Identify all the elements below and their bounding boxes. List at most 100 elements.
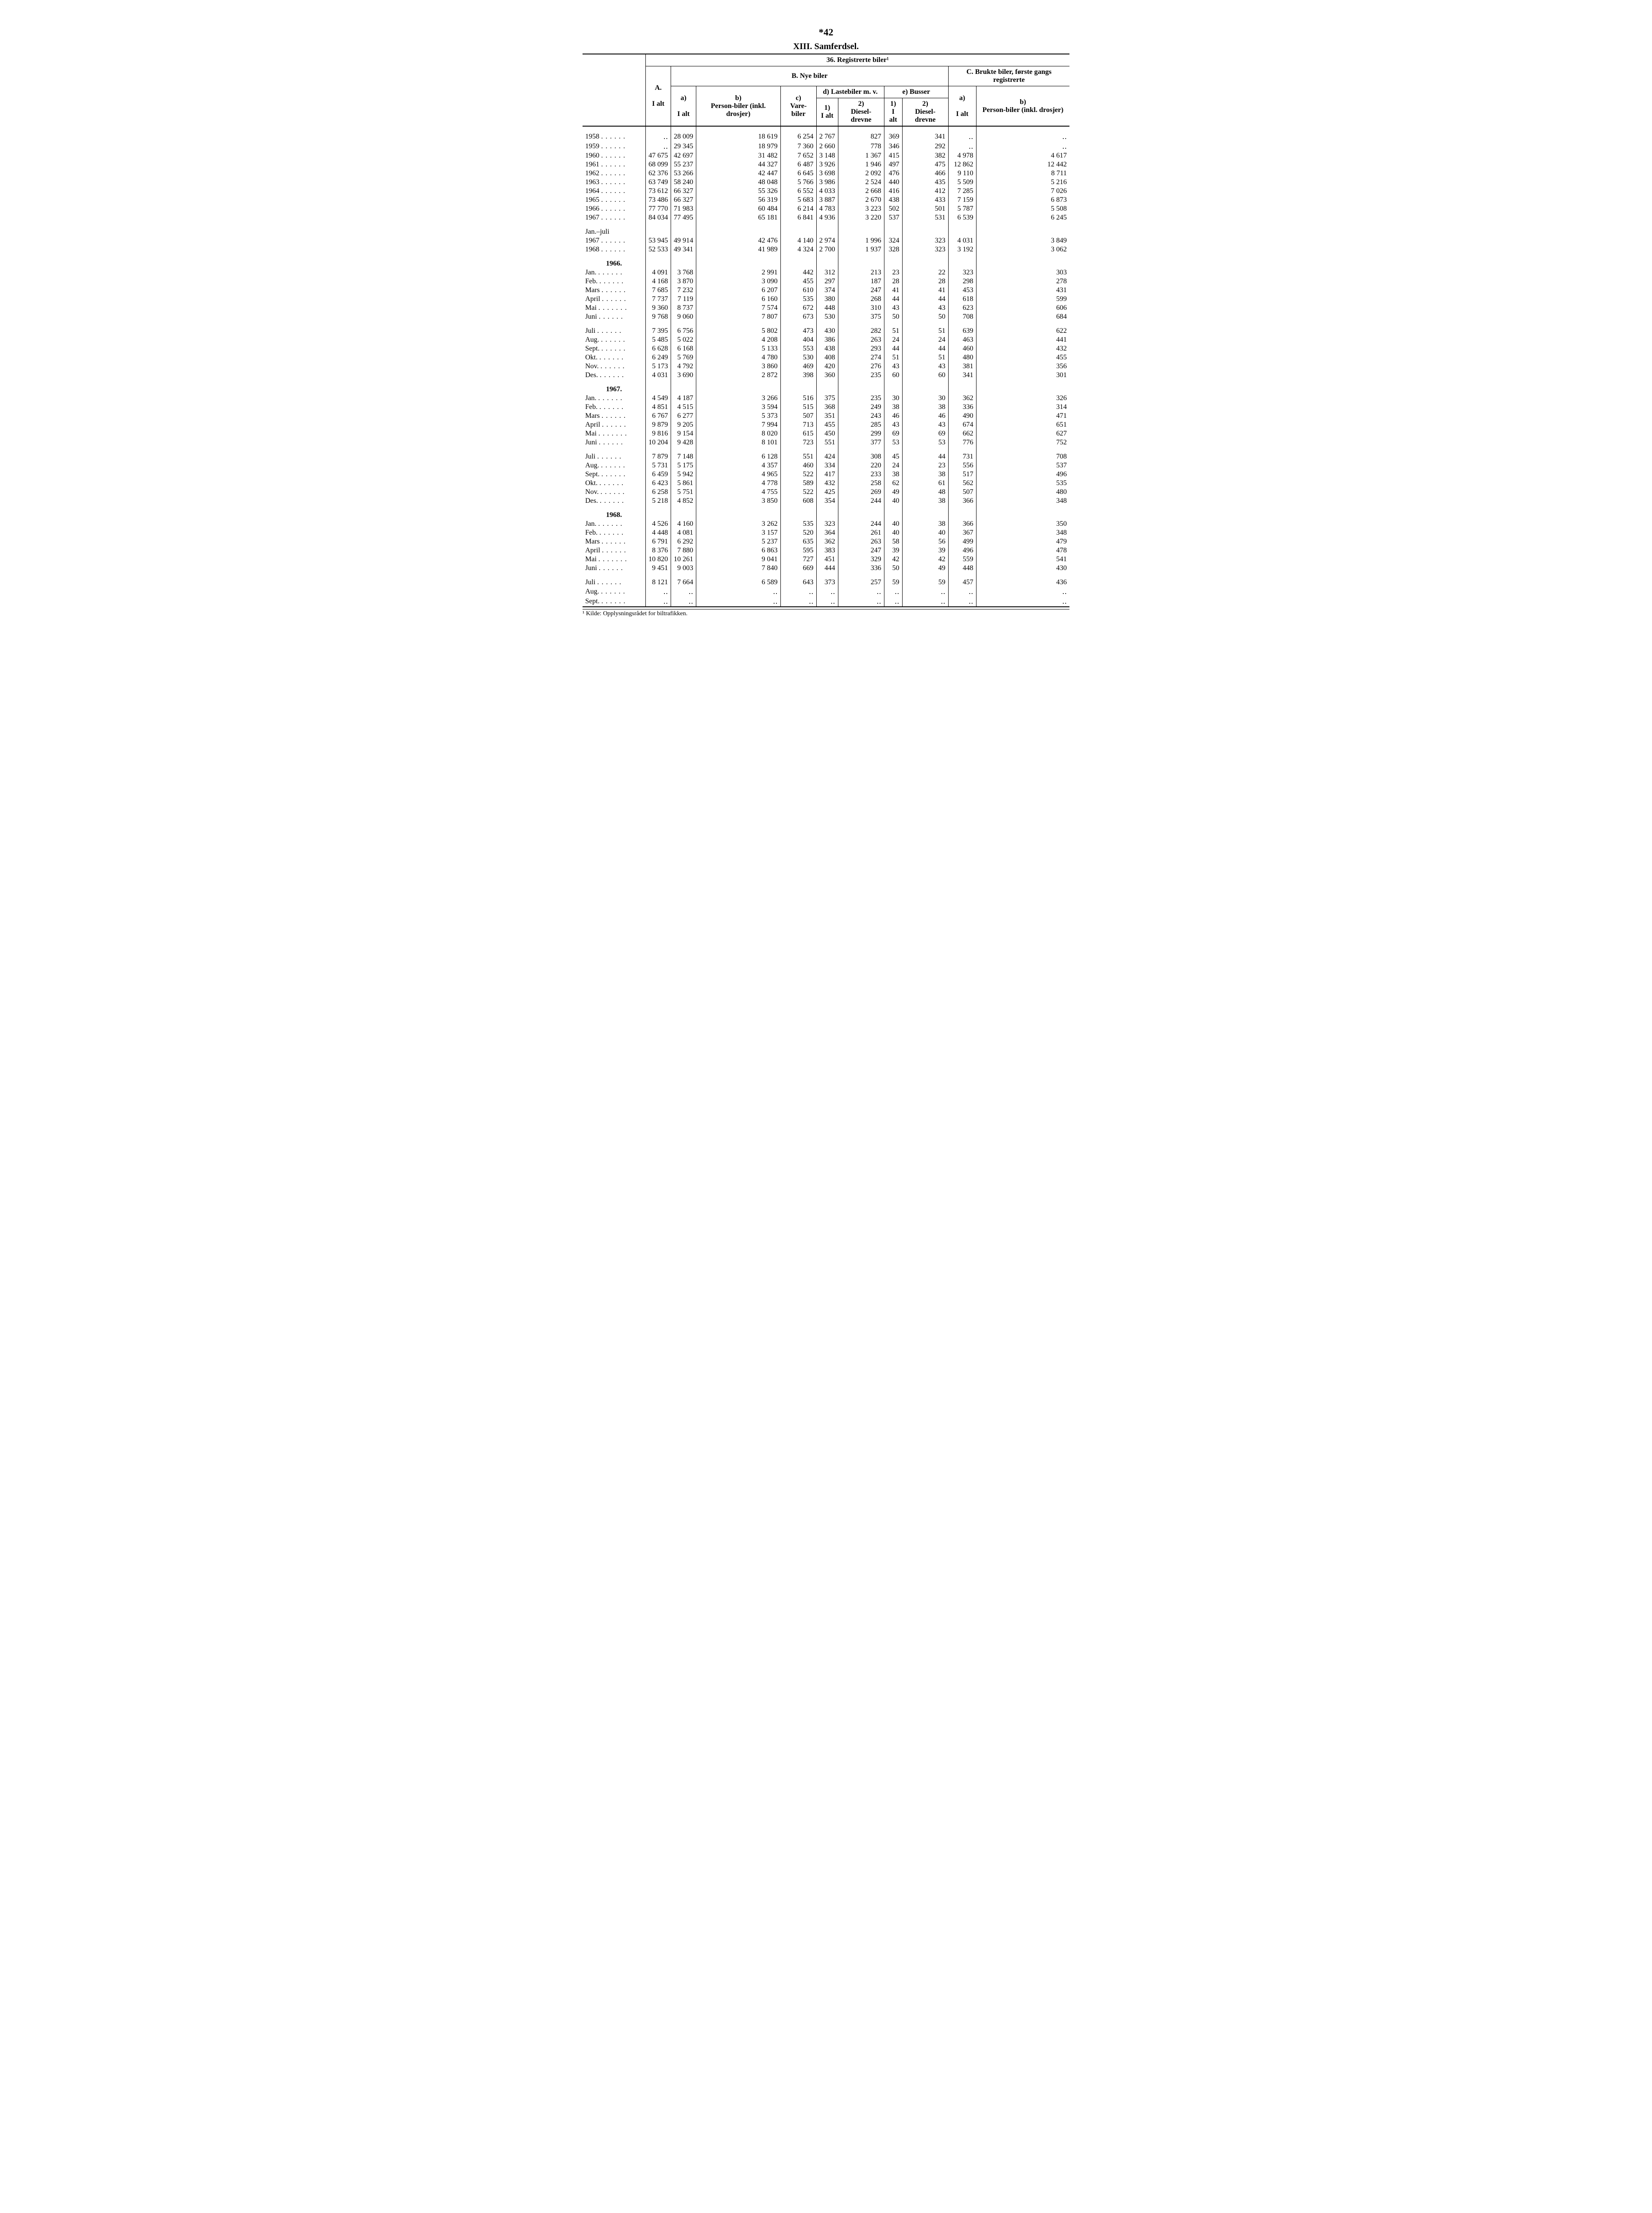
spacer-cell [583, 447, 646, 452]
table-row: Jan. . . . . . . 4 0913 7682 99144231221… [583, 268, 1069, 277]
cell: 3 860 [696, 362, 781, 371]
row-label: Sept. . . . . . . [583, 597, 646, 607]
cell: 520 [780, 528, 816, 537]
cell: 341 [948, 371, 976, 380]
cell: 2 872 [696, 371, 781, 380]
cell: 38 [902, 403, 948, 412]
cell: 258 [838, 479, 884, 488]
cell: 373 [816, 578, 838, 587]
cell: 4 965 [696, 470, 781, 479]
leader-dots: . . . . . . [599, 354, 624, 361]
spacer-cell [646, 321, 671, 327]
cell: ‥ [976, 142, 1069, 151]
cell: 354 [816, 497, 838, 505]
spacer-cell [884, 222, 902, 227]
cell: 53 [884, 438, 902, 447]
cell: ‥ [902, 587, 948, 597]
cell: 5 731 [646, 461, 671, 470]
cell: 651 [976, 420, 1069, 429]
row-label: Juli . . . . . . [583, 327, 646, 335]
cell: 84 034 [646, 213, 671, 222]
table-row: 1966 . . . . . . 77 77071 98360 4846 214… [583, 204, 1069, 213]
cell: 235 [838, 371, 884, 380]
cell: 276 [838, 362, 884, 371]
spacer-cell [646, 447, 671, 452]
cell: 7 652 [780, 151, 816, 160]
spacer-cell [780, 380, 816, 385]
cell: 595 [780, 546, 816, 555]
empty-cell [696, 227, 781, 236]
cell: 8 711 [976, 169, 1069, 178]
row-label-header [583, 54, 646, 126]
spacer-cell [583, 380, 646, 385]
cell: 233 [838, 470, 884, 479]
cell: 50 [902, 312, 948, 321]
cell: 4 324 [780, 245, 816, 254]
section-heading: 1968. [583, 511, 646, 520]
cell: 460 [948, 344, 976, 353]
empty-cell [838, 259, 884, 268]
cell: 374 [816, 286, 838, 295]
cell: 46 [902, 412, 948, 420]
row-label: Sept. . . . . . . [583, 470, 646, 479]
row-label: April . . . . . . [583, 420, 646, 429]
cell: 247 [838, 286, 884, 295]
cell: 7 148 [671, 452, 696, 461]
empty-cell [838, 385, 884, 394]
cell: 8 737 [671, 304, 696, 312]
table-row: 1961 . . . . . . 68 09955 23744 3276 487… [583, 160, 1069, 169]
registered-cars-table: 36. Registrerte biler¹ A. I alt B. Nye b… [583, 54, 1069, 607]
table-row: Mai . . . . . . . 10 82010 2619 04172745… [583, 555, 1069, 564]
cell: 535 [780, 295, 816, 304]
cell: 362 [816, 537, 838, 546]
cell: 4 081 [671, 528, 696, 537]
cell: 3 192 [948, 245, 976, 254]
cell: 408 [816, 353, 838, 362]
cell: 4 357 [696, 461, 781, 470]
cell: 424 [816, 452, 838, 461]
cell: 6 277 [671, 412, 696, 420]
cell: 5 022 [671, 335, 696, 344]
cell: 4 783 [816, 204, 838, 213]
cell: 346 [884, 142, 902, 151]
cell: 38 [884, 470, 902, 479]
cell: ‥ [976, 597, 1069, 607]
cell: 5 751 [671, 488, 696, 497]
spacer-cell [816, 254, 838, 259]
cell: 42 476 [696, 236, 781, 245]
spacer-cell [838, 505, 884, 511]
cell: 375 [816, 394, 838, 403]
col-d2-sub: Diesel-drevne [851, 108, 872, 123]
row-label-text: Sept. [585, 598, 601, 605]
cell: ‥ [646, 132, 671, 142]
cell: 6 423 [646, 479, 671, 488]
cell: 28 [902, 277, 948, 286]
table-row: Feb. . . . . . . 4 1683 8703 09045529718… [583, 277, 1069, 286]
cell: 490 [948, 412, 976, 420]
cell: 41 [902, 286, 948, 295]
empty-cell [902, 385, 948, 394]
cell: 502 [884, 204, 902, 213]
spacer-cell [838, 222, 884, 227]
table-row: Sept. . . . . . . ‥‥‥‥‥‥‥‥‥‥ [583, 597, 1069, 607]
cell: 7 395 [646, 327, 671, 335]
spacer-cell [838, 254, 884, 259]
cell: 3 148 [816, 151, 838, 160]
empty-cell [816, 259, 838, 268]
cell: 10 820 [646, 555, 671, 564]
col-A: A. I alt [646, 66, 671, 127]
cell: 5 683 [780, 196, 816, 204]
cell: ‥ [816, 597, 838, 607]
row-label: 1958 . . . . . . [583, 132, 646, 142]
cell: 442 [780, 268, 816, 277]
row-label: Juli . . . . . . [583, 578, 646, 587]
empty-cell [884, 227, 902, 236]
cell: 23 [884, 268, 902, 277]
empty-cell [816, 385, 838, 394]
spacer-cell [780, 321, 816, 327]
cell: 4 031 [646, 371, 671, 380]
cell: 49 [902, 564, 948, 573]
row-label-text: Aug. [585, 336, 601, 343]
cell: 55 237 [671, 160, 696, 169]
cell: 713 [780, 420, 816, 429]
